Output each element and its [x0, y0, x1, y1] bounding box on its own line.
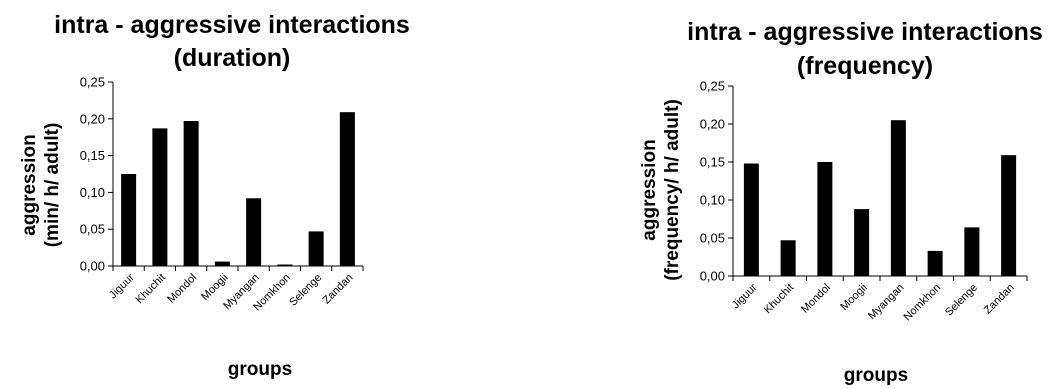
y-tick-label: 0,25: [700, 79, 725, 94]
y-tick-label: 0,10: [700, 193, 725, 208]
x-tick-label: Khuchit: [762, 282, 796, 316]
bar-nomkhon: [927, 250, 943, 276]
y-tick-label: 0,15: [700, 155, 725, 170]
y-axis-title-line2: (min/ h/ adult): [42, 123, 63, 248]
chart-title-line2: (duration): [174, 44, 291, 72]
bar-myangan: [890, 120, 906, 276]
x-tick-label: Moogii: [838, 282, 869, 313]
x-tick-label: Nomkhon: [901, 282, 943, 324]
y-tick-label: 0,00: [80, 259, 105, 274]
bar-zandan: [1001, 155, 1017, 276]
chart-frequency: intra - aggressive interactions (frequen…: [639, 18, 1043, 386]
y-tick-label: 0,00: [700, 269, 725, 284]
bar-moogii: [214, 261, 230, 266]
x-tick-label: Khuchit: [134, 272, 168, 306]
x-tick-label: Mondol: [799, 282, 833, 316]
bar-khuchit: [780, 240, 796, 276]
bar-jiguur: [743, 163, 759, 276]
plot-area-duration: 0,00 0,05 0,10 0,15 0,20 0,25 JiguurKhuchitMon…: [80, 75, 364, 313]
x-tick-label: Zandan: [982, 282, 1017, 317]
chart-title-line1: intra - aggressive interactions: [54, 11, 410, 39]
x-tick-label: Selenge: [287, 272, 324, 309]
x-tick-label: Jiguur: [730, 281, 760, 311]
x-axis-title: groups: [228, 359, 292, 380]
y-axis-title-line2: (frequency/ h/ adult): [662, 99, 683, 281]
bar-khuchit: [152, 128, 168, 266]
bar-mondol: [183, 121, 199, 267]
x-tick-label: Jiguur: [107, 271, 137, 301]
bar-selenge: [308, 231, 324, 266]
chart-title-line2: (frequency): [797, 52, 933, 80]
y-tick-label: 0,15: [80, 148, 105, 163]
bar-zandan: [339, 112, 355, 267]
y-tick-label: 0,20: [80, 111, 105, 126]
y-tick-label: 0,05: [700, 231, 725, 246]
x-tick-label: Mondol: [165, 272, 199, 306]
chart-duration: intra - aggressive interactions (duratio…: [19, 11, 410, 380]
chart-title-line1: intra - aggressive interactions: [687, 18, 1043, 46]
x-tick-label: Selenge: [943, 282, 980, 319]
x-tick-label: Zandan: [321, 272, 356, 307]
bar-selenge: [964, 227, 980, 276]
x-tick-label: Myangan: [866, 282, 906, 322]
bar-moogii: [854, 209, 870, 276]
y-axis-title-line1: aggression: [639, 139, 660, 240]
plot-area-frequency: 0,00 0,05 0,10 0,15 0,20 0,25 Jiguur Khuchit Mon…: [700, 79, 1028, 324]
y-axis-title-line1: aggression: [19, 134, 40, 235]
bar-jiguur: [121, 174, 137, 266]
y-tick-label: 0,25: [80, 75, 105, 90]
y-tick-label: 0,20: [700, 117, 725, 132]
y-tick-label: 0,05: [80, 222, 105, 237]
bar-myangan: [246, 198, 262, 266]
bar-mondol: [817, 162, 833, 276]
x-axis-title: groups: [844, 365, 908, 386]
bar-nomkhon: [277, 264, 293, 266]
y-tick-label: 0,10: [80, 185, 105, 200]
